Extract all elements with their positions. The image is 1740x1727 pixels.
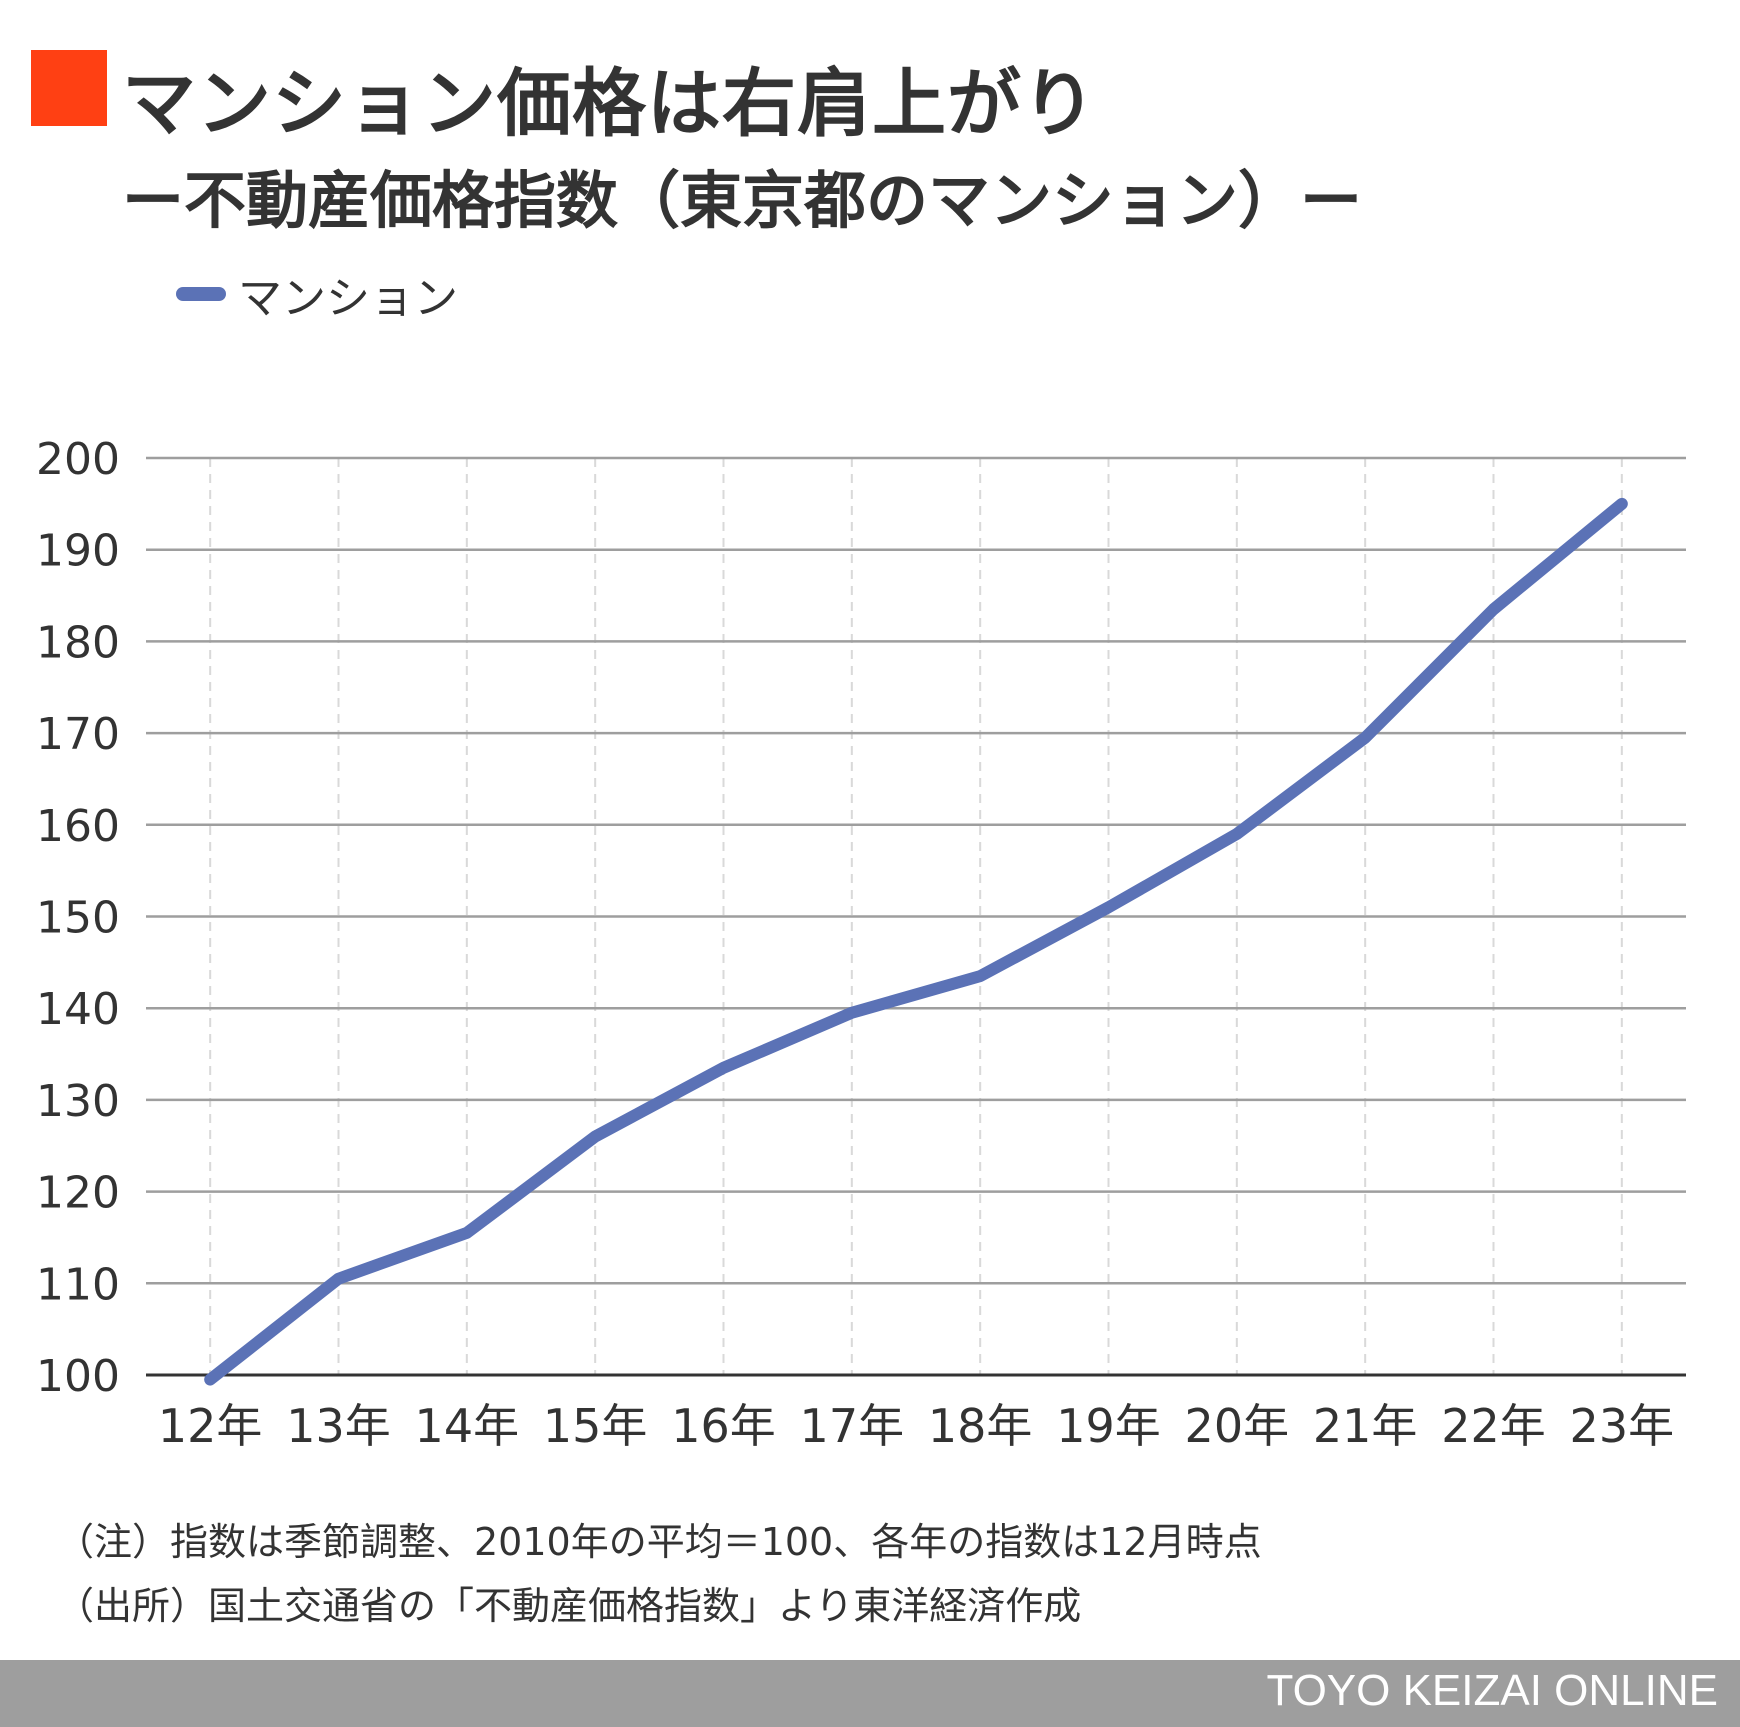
y-tick-label: 120	[36, 1168, 120, 1219]
x-tick-label: 20年	[1185, 1399, 1290, 1453]
y-tick-label: 150	[36, 893, 120, 944]
chart-title: マンション価格は右肩上がり	[122, 61, 1097, 147]
x-tick-label: 23年	[1570, 1399, 1675, 1453]
legend: マンション	[176, 266, 458, 324]
y-tick-label: 200	[36, 434, 120, 485]
chart-subtitle: ー不動産価格指数（東京都のマンション）ー	[122, 164, 1363, 237]
x-tick-label: 21年	[1313, 1399, 1418, 1453]
y-tick-label: 110	[36, 1259, 120, 1310]
x-tick-label: 22年	[1441, 1399, 1546, 1453]
x-tick-label: 17年	[800, 1399, 905, 1453]
note-line: （注）指数は季節調整、2010年の平均＝100、各年の指数は12月時点	[56, 1520, 1262, 1564]
y-tick-label: 190	[36, 526, 120, 577]
legend-label: マンション	[238, 273, 458, 324]
x-tick-label: 12年	[158, 1399, 263, 1453]
footer-bar: TOYO KEIZAI ONLINE	[0, 1660, 1740, 1727]
x-tick-label: 19年	[1056, 1399, 1161, 1453]
source-line: （出所）国土交通省の「不動産価格指数」より東洋経済作成	[56, 1584, 1082, 1628]
line-chart: 100 110 120 130 140 150 160 170 180 190 200 12年 13年 1…	[36, 434, 1686, 1453]
x-tick-label: 13年	[286, 1399, 391, 1453]
y-tick-label: 140	[36, 984, 120, 1035]
x-tick-label: 18年	[928, 1399, 1033, 1453]
x-tick-label: 14年	[415, 1399, 520, 1453]
x-tick-label: 16年	[671, 1399, 776, 1453]
y-tick-label: 170	[36, 709, 120, 760]
footer-brand: TOYO KEIZAI ONLINE	[1266, 1666, 1718, 1715]
notes: （注）指数は季節調整、2010年の平均＝100、各年の指数は12月時点 （出所）…	[56, 1510, 1262, 1638]
x-tick-label: 15年	[543, 1399, 648, 1453]
legend-swatch	[176, 287, 226, 301]
y-tick-label: 100	[36, 1351, 120, 1402]
y-tick-label: 180	[36, 617, 120, 668]
title-marker	[31, 50, 107, 126]
y-tick-label: 130	[36, 1076, 120, 1127]
y-tick-label: 160	[36, 801, 120, 852]
series-line	[204, 497, 1628, 1386]
